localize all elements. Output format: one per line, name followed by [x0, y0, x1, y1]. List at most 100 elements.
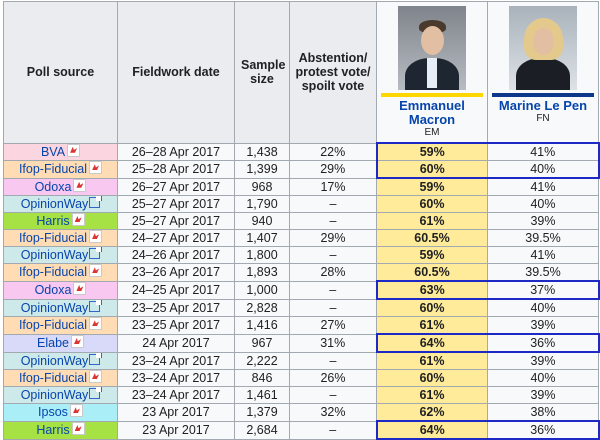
poll-source-cell: Ifop-Fiducial — [3, 263, 118, 282]
pdf-icon — [71, 422, 85, 435]
lepen-name-link[interactable]: Marine Le Pen — [498, 98, 588, 113]
table-row: OpinionWay 24–26 Apr 2017 1,800–59% 41% — [3, 246, 599, 264]
lepen-result-cell: 40% — [487, 369, 599, 387]
lepen-result-cell: 41% — [487, 142, 600, 161]
macron-portrait[interactable] — [398, 6, 466, 90]
lepen-result-cell: 41% — [487, 246, 599, 264]
external-link-icon — [89, 196, 103, 208]
fieldwork-date-cell: 24–26 Apr 2017 — [117, 246, 235, 264]
abstention-cell: 17% — [289, 177, 377, 196]
poll-source-link[interactable]: Elabe — [37, 336, 69, 350]
poll-source-link[interactable]: Ifop-Fiducial — [18, 371, 88, 385]
lepen-party-label: FN — [536, 113, 550, 124]
poll-source-link[interactable]: Ifop-Fiducial — [18, 318, 88, 333]
lepen-result-cell: 41% — [487, 177, 599, 196]
macron-name-link[interactable]: Emmanuel Macron — [399, 98, 465, 127]
fieldwork-date-cell: 26–28 Apr 2017 — [117, 142, 235, 161]
poll-source-cell: BVA — [3, 142, 118, 161]
external-link-icon — [89, 387, 103, 399]
fieldwork-date-cell: 23–25 Apr 2017 — [117, 298, 235, 317]
external-link-icon — [89, 247, 103, 259]
poll-source-cell: Elabe — [3, 333, 118, 353]
macron-result-cell: 59% — [376, 177, 488, 196]
header-fieldwork-date: Fieldwork date — [117, 1, 235, 144]
fieldwork-date-cell: 24–25 Apr 2017 — [117, 280, 235, 300]
poll-source-link[interactable]: OpinionWay — [20, 300, 89, 315]
fieldwork-date-cell: 26–27 Apr 2017 — [117, 177, 235, 196]
abstention-cell: – — [289, 420, 377, 440]
poll-source-cell: Odoxa — [3, 280, 118, 300]
fieldwork-date-cell: 23–24 Apr 2017 — [117, 351, 235, 370]
lepen-result-cell: 39% — [487, 386, 599, 404]
poll-source-link[interactable]: OpinionWay — [20, 353, 89, 368]
poll-source-cell: OpinionWay — [3, 195, 118, 213]
table-row: OpinionWay 23–24 Apr 2017 2,222–61% 39% — [3, 351, 599, 370]
macron-result-cell: 60% — [376, 298, 488, 317]
table-row: Odoxa 26–27 Apr 2017 968 17% 59% 41% — [3, 177, 599, 196]
fieldwork-date-cell: 23–24 Apr 2017 — [117, 369, 235, 387]
lepen-result-cell: 40% — [487, 195, 599, 213]
poll-source-link[interactable]: Ipsos — [38, 405, 68, 420]
header-abstention: Abstention/ protest vote/ spoilt vote — [289, 1, 377, 144]
lepen-portrait[interactable] — [509, 6, 577, 90]
header-candidate-macron[interactable]: Emmanuel Macron EM — [376, 1, 488, 144]
macron-result-cell: 60% — [375, 160, 488, 179]
table-row: Ipsos 23 Apr 2017 1,379 32% 62% 38% — [3, 403, 599, 422]
abstention-cell: 26% — [289, 369, 377, 387]
sample-size-cell: 2,222 — [234, 351, 290, 370]
table-row: Ifop-Fiducial 23–24 Apr 2017 846 26% 60% 40% — [3, 369, 599, 387]
macron-result-cell: 64% — [375, 420, 488, 440]
macron-result-cell: 63% — [375, 280, 488, 300]
macron-party-label: EM — [424, 127, 440, 138]
poll-source-cell: Ifop-Fiducial — [3, 316, 118, 335]
poll-source-link[interactable]: Ifop-Fiducial — [18, 265, 88, 280]
abstention-cell: 29% — [289, 229, 377, 247]
pdf-icon — [89, 370, 103, 383]
poll-source-link[interactable]: Harris — [36, 214, 70, 228]
table-row: Ifop-Fiducial 23–25 Apr 2017 1,416 27% 61% 39… — [3, 316, 599, 335]
poll-source-link[interactable]: OpinionWay — [20, 388, 89, 402]
pdf-icon — [69, 404, 83, 418]
lepen-result-cell: 39.5% — [487, 229, 599, 247]
table-row: Harris 23 Apr 2017 2,684–64% 36% — [3, 420, 600, 440]
pdf-icon — [89, 317, 103, 331]
poll-source-link[interactable]: Harris — [36, 423, 70, 437]
pdf-icon — [89, 264, 103, 278]
table-row: Odoxa 24–25 Apr 2017 1,000–63% 37% — [3, 280, 600, 300]
poll-source-link[interactable]: Ifop-Fiducial — [18, 162, 88, 177]
table-header-row: Poll source Fieldwork date Sample size A… — [3, 1, 599, 144]
sample-size-cell: 1,461 — [234, 386, 290, 404]
macron-result-cell: 60.5% — [376, 229, 488, 247]
poll-source-cell: Harris — [3, 212, 118, 230]
sample-size-cell: 1,893 — [234, 263, 290, 282]
poll-source-link[interactable]: Odoxa — [34, 179, 72, 194]
sample-size-cell: 1,000 — [234, 280, 290, 300]
poll-source-link[interactable]: OpinionWay — [20, 248, 89, 262]
external-link-icon — [89, 299, 103, 312]
macron-result-cell: 61% — [376, 316, 488, 335]
poll-source-cell: Ifop-Fiducial — [3, 160, 118, 179]
header-sample-size: Sample size — [234, 1, 290, 144]
abstention-cell: – — [289, 246, 377, 264]
poll-source-cell: Ifop-Fiducial — [3, 369, 118, 387]
opinion-poll-table: Poll source Fieldwork date Sample size A… — [3, 1, 600, 440]
lepen-result-cell: 37% — [487, 280, 600, 300]
pdf-icon — [89, 230, 103, 243]
macron-result-cell: 59% — [375, 142, 488, 161]
header-poll-source: Poll source — [3, 1, 118, 144]
sample-size-cell: 2,684 — [234, 420, 290, 440]
sample-size-cell: 1,438 — [234, 142, 290, 161]
table-row: Ifop-Fiducial 25–28 Apr 2017 1,399 29% 60% 40… — [3, 160, 600, 179]
poll-source-link[interactable]: BVA — [40, 144, 66, 159]
poll-source-link[interactable]: OpinionWay — [20, 197, 89, 211]
poll-source-cell: Ipsos — [3, 403, 118, 422]
table-row: Harris 25–27 Apr 2017 940–61% 39% — [3, 212, 599, 230]
header-candidate-lepen[interactable]: Marine Le Pen FN — [487, 1, 599, 144]
poll-source-link[interactable]: Odoxa — [34, 283, 72, 297]
pdf-icon — [73, 282, 87, 295]
pdf-icon — [71, 213, 85, 226]
sample-size-cell: 2,828 — [234, 298, 290, 317]
sample-size-cell: 846 — [234, 369, 290, 387]
table-row: BVA 26–28 Apr 2017 1,438 22% 59% 41% — [3, 142, 600, 161]
poll-source-link[interactable]: Ifop-Fiducial — [18, 231, 88, 245]
